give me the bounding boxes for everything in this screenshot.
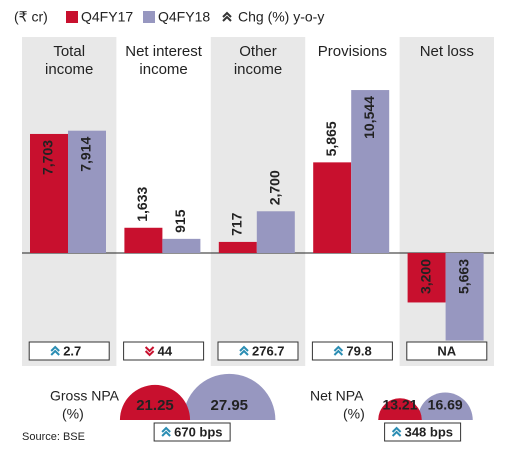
semicircle [417, 392, 473, 420]
category-label: income [139, 61, 187, 78]
semicircle [119, 384, 191, 421]
panel-bg [210, 37, 306, 366]
npa-label: Net NPA [310, 388, 364, 404]
npa-value: 27.95 [210, 397, 248, 414]
bar [124, 227, 163, 253]
value-label: 3,200 [417, 259, 433, 294]
bar [218, 241, 257, 253]
npa-label: Gross NPA [50, 388, 120, 404]
chevron-up [239, 345, 249, 356]
value-label: 2,700 [267, 170, 283, 205]
legend-label: Q4FY18 [158, 9, 210, 25]
change-box [123, 341, 205, 361]
npa-value: 16.69 [428, 397, 463, 413]
value-label: 10,544 [361, 96, 377, 139]
change-label: 276.7 [252, 343, 285, 358]
change-label: 2.7 [63, 343, 81, 358]
bar [445, 253, 484, 341]
bar [407, 253, 446, 303]
value-label: 7,914 [78, 136, 94, 171]
category-label: income [45, 61, 93, 78]
category-label: income [234, 61, 282, 78]
legend-label: Chg (%) y-o-y [238, 9, 324, 25]
category-label: Total [53, 43, 85, 60]
unit-label: (₹ cr) [14, 9, 48, 25]
bar [351, 90, 390, 253]
change-label: 79.8 [346, 343, 371, 358]
value-label: 7,703 [40, 140, 56, 175]
category-label: Net interest [125, 43, 203, 60]
npa-value: 13.21 [382, 397, 417, 413]
legend-swatch [66, 11, 78, 23]
npa-label: (%) [62, 406, 84, 422]
chevron-up [50, 345, 60, 356]
semicircle [378, 398, 422, 420]
bar [256, 211, 295, 253]
chevron-up [161, 426, 171, 437]
bar [313, 162, 352, 253]
category-label: Other [239, 43, 277, 60]
value-label: 5,865 [323, 121, 339, 156]
value-label: 717 [229, 212, 245, 236]
npa-value: 21.25 [136, 397, 174, 414]
change-box [311, 341, 393, 361]
bar [30, 133, 68, 253]
chevron-down [144, 346, 155, 357]
npa-change: 348 bps [405, 424, 453, 439]
source: Source: BSE [22, 431, 85, 443]
chevron-up [222, 11, 232, 22]
legend-label: Q4FY17 [81, 9, 133, 25]
bar [68, 130, 106, 253]
value-label: 5,663 [455, 259, 471, 294]
chevron-up [391, 426, 402, 437]
change-box [406, 341, 488, 361]
change-box [153, 422, 231, 442]
npa-change: 670 bps [174, 424, 222, 439]
category-label: Net loss [420, 43, 474, 60]
value-label: 1,633 [134, 187, 150, 222]
change-box [384, 422, 462, 442]
category-label: Provisions [318, 43, 387, 60]
bar [162, 238, 201, 253]
change-label: NA [437, 343, 456, 358]
semicircle [183, 373, 276, 420]
legend-swatch [143, 11, 155, 23]
value-label: 915 [172, 209, 188, 233]
npa-label: (%) [343, 406, 365, 422]
change-box [217, 341, 299, 361]
change-box [28, 341, 110, 361]
chevron-up [333, 345, 344, 356]
change-label: 44 [158, 343, 173, 358]
